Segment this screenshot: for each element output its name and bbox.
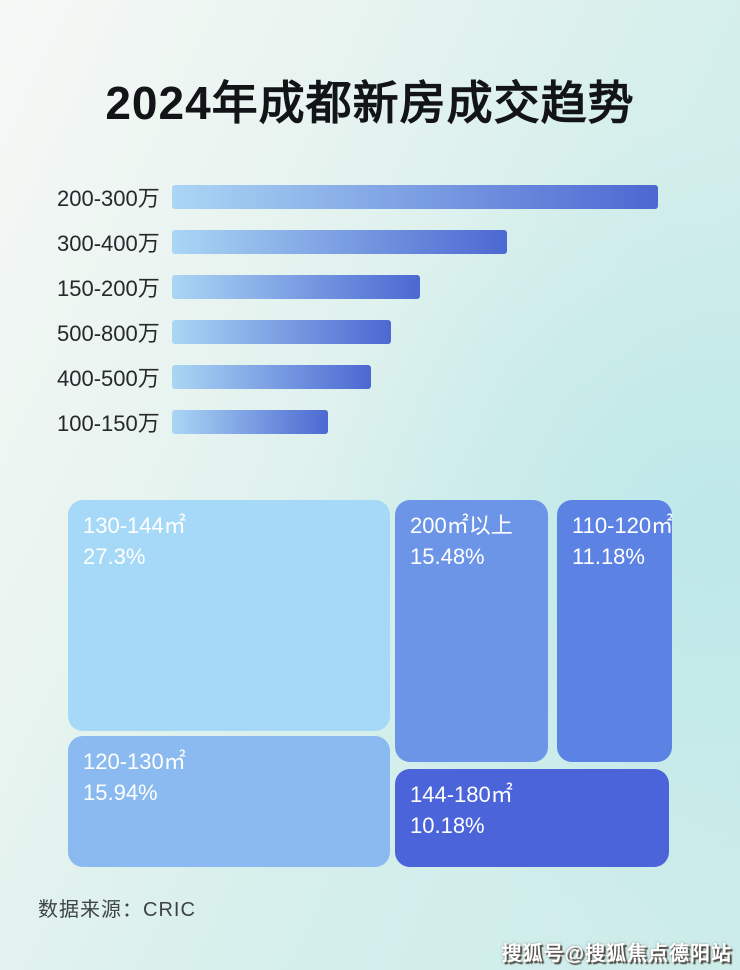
treemap-block-label: 130-144㎡ xyxy=(83,513,186,538)
treemap-block-label: 120-130㎡ xyxy=(83,749,186,774)
bar-row-400-500w: 400-500万 xyxy=(57,365,658,391)
area-size-treemap: 130-144㎡ 27.3% 120-130㎡ 15.94% 200㎡以上 15… xyxy=(68,500,674,867)
treemap-block-percent: 15.94% xyxy=(83,780,158,805)
bar-category-label: 150-200万 xyxy=(57,276,160,301)
treemap-block-label: 110-120㎡ xyxy=(572,513,674,538)
bar-row-500-800w: 500-800万 xyxy=(57,320,658,346)
price-range-bar-chart: 200-300万 300-400万 150-200万 500-800万 400-… xyxy=(57,185,658,455)
bar-100-150w xyxy=(172,410,328,434)
bar-track xyxy=(172,275,658,299)
treemap-block-label: 144-180㎡ xyxy=(410,782,513,807)
treemap-block-120-130: 120-130㎡ 15.94% xyxy=(68,736,390,867)
bar-300-400w xyxy=(172,230,508,254)
treemap-block-percent: 15.48% xyxy=(410,544,485,569)
treemap-block-144-180: 144-180㎡ 10.18% xyxy=(395,769,669,867)
treemap-block-label: 200㎡以上 xyxy=(410,513,513,538)
bar-row-200-300w: 200-300万 xyxy=(57,185,658,211)
bar-row-300-400w: 300-400万 xyxy=(57,230,658,256)
bar-category-label: 200-300万 xyxy=(57,186,160,211)
treemap-block-110-120: 110-120㎡ 11.18% xyxy=(557,500,674,762)
data-source-note: 数据来源：CRIC xyxy=(38,899,196,921)
watermark-text: 搜狐号@搜狐焦点德阳站 xyxy=(501,943,732,965)
bar-category-label: 300-400万 xyxy=(57,231,160,256)
bar-400-500w xyxy=(172,365,372,389)
bar-track xyxy=(172,365,658,389)
page-title: 2024年成都新房成交趋势 xyxy=(105,76,635,129)
bar-row-100-150w: 100-150万 xyxy=(57,410,658,436)
bar-150-200w xyxy=(172,275,420,299)
bar-200-300w xyxy=(172,185,658,209)
bar-category-label: 100-150万 xyxy=(57,411,160,436)
bar-track xyxy=(172,320,658,344)
bar-track xyxy=(172,410,658,434)
treemap-block-percent: 10.18% xyxy=(410,813,485,838)
bar-track xyxy=(172,230,658,254)
treemap-block-200-plus: 200㎡以上 15.48% xyxy=(395,500,548,762)
treemap-block-130-144: 130-144㎡ 27.3% xyxy=(68,500,390,731)
bar-category-label: 500-800万 xyxy=(57,321,160,346)
bar-500-800w xyxy=(172,320,391,344)
treemap-block-percent: 11.18% xyxy=(572,544,645,569)
bar-category-label: 400-500万 xyxy=(57,366,160,391)
bar-track xyxy=(172,185,658,209)
bar-row-150-200w: 150-200万 xyxy=(57,275,658,301)
treemap-block-percent: 27.3% xyxy=(83,544,146,569)
